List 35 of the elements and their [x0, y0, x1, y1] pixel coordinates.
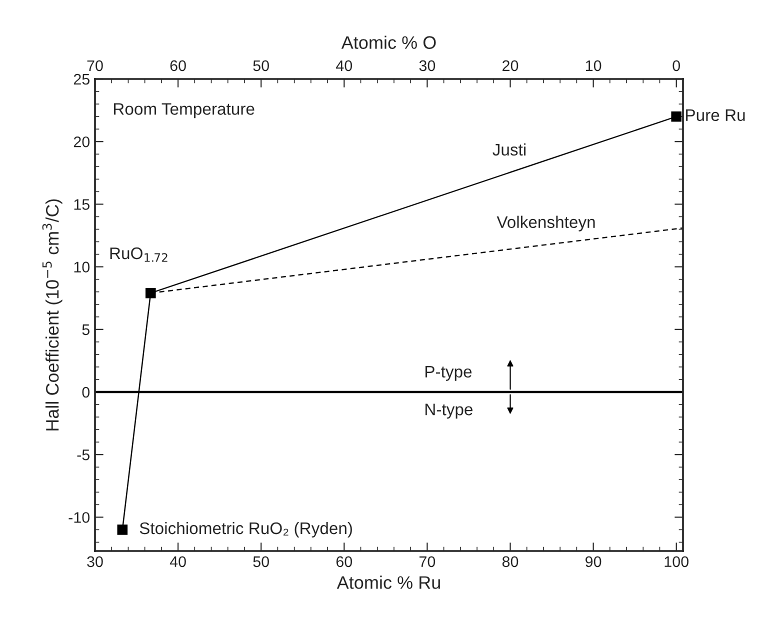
- x2-tick-label: 30: [419, 60, 436, 72]
- y-tick-label: 0: [82, 386, 90, 398]
- x2-tick-label: 20: [502, 60, 518, 72]
- y-tick-label: 25: [74, 74, 90, 85]
- y-tick-label: 20: [74, 136, 90, 148]
- y-tick-label: -10: [68, 512, 90, 523]
- x2-tick-label: 50: [253, 60, 269, 72]
- x-tick-label: 70: [419, 556, 436, 568]
- annotation: Pure Ru: [686, 109, 745, 122]
- series-label: Justi: [492, 143, 526, 156]
- x-tick-label: 40: [170, 556, 186, 568]
- x2-tick-label: 0: [672, 60, 680, 72]
- annotation: N-type: [426, 404, 472, 419]
- x-tick-label: 60: [336, 556, 352, 568]
- x-axis-title: Atomic % Ru: [336, 576, 440, 589]
- annotation: P-type: [426, 366, 472, 381]
- annotation: RuO$_{1.72}$: [110, 247, 168, 262]
- y-tick-label: 15: [74, 199, 90, 210]
- x2-tick-label: 40: [336, 60, 352, 72]
- x-tick-label: 30: [87, 556, 103, 568]
- x-tick-label: 100: [664, 556, 689, 568]
- y-tick-label: 5: [82, 324, 90, 336]
- x2-tick-label: 10: [586, 60, 602, 72]
- y-tick-label: 10: [74, 262, 90, 272]
- y-axis-title: Hall Coefficient (10$^{−5}$ cm$^{3}$/C): [42, 199, 62, 430]
- x2-tick-label: 70: [87, 60, 103, 72]
- x-tick-label: 80: [502, 556, 518, 568]
- x2-axis-title: Atomic % O: [341, 36, 436, 49]
- x2-tick-label: 60: [170, 60, 186, 72]
- annotation: Stoichiometric RuO₂ (Ryden): [140, 522, 352, 538]
- annotation: Room Temperature: [114, 103, 254, 118]
- x-tick-label: 50: [253, 556, 269, 568]
- series-label: Volkenshteyn: [496, 216, 595, 232]
- x-tick-label: 90: [586, 556, 602, 568]
- y-tick-label: -5: [77, 450, 90, 460]
